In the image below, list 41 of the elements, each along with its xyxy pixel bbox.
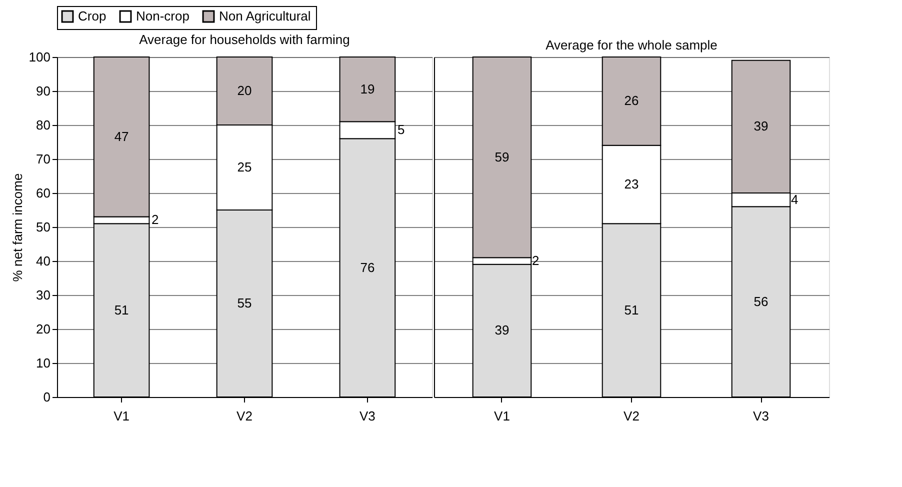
data-label: 23	[624, 176, 639, 192]
y-tick-label: 10	[36, 356, 50, 370]
data-label: 4	[791, 192, 798, 207]
y-tick-label: 0	[43, 390, 50, 404]
data-label: 2	[152, 212, 159, 228]
data-label: 26	[624, 93, 639, 108]
data-label: 39	[754, 118, 768, 134]
y-tick-label: 70	[36, 152, 50, 166]
data-label: 51	[624, 302, 639, 318]
data-label: 20	[237, 83, 252, 98]
legend-label: Non-crop	[136, 8, 190, 24]
data-label: 25	[237, 160, 252, 174]
data-label: 47	[114, 128, 129, 144]
data-label: 56	[754, 294, 768, 309]
y-tick-label: 60	[36, 186, 50, 200]
y-tick-label: 20	[36, 322, 50, 336]
y-tick-label: 80	[36, 118, 50, 132]
x-tick-label: V2	[236, 408, 252, 424]
y-tick-label: 90	[36, 84, 50, 98]
y-tick-label: 50	[36, 220, 50, 234]
y-tick-label: 100	[28, 50, 50, 64]
data-label: 51	[114, 302, 129, 318]
y-tick-label: 30	[36, 288, 50, 302]
chart-title: Average for the whole sample	[546, 38, 718, 52]
x-tick-label: V2	[624, 408, 640, 424]
legend-label: Non Agricultural	[219, 8, 311, 24]
data-label: 55	[237, 296, 252, 310]
data-label: 19	[360, 81, 375, 96]
legend-label: Crop	[78, 8, 106, 24]
data-label: 5	[397, 122, 405, 138]
x-tick-label: V3	[753, 408, 769, 424]
x-tick-label: V3	[360, 408, 376, 424]
chart-title: Average for households with farming	[139, 32, 350, 47]
data-label: 76	[360, 260, 375, 275]
data-label: 2	[532, 253, 540, 268]
y-axis-title: % net farm income	[10, 173, 25, 282]
data-label: 59	[494, 149, 510, 164]
x-tick-label: V1	[114, 408, 130, 424]
x-tick-label: V1	[494, 408, 510, 424]
y-tick-label: 40	[36, 254, 50, 268]
data-label: 39	[494, 322, 510, 338]
